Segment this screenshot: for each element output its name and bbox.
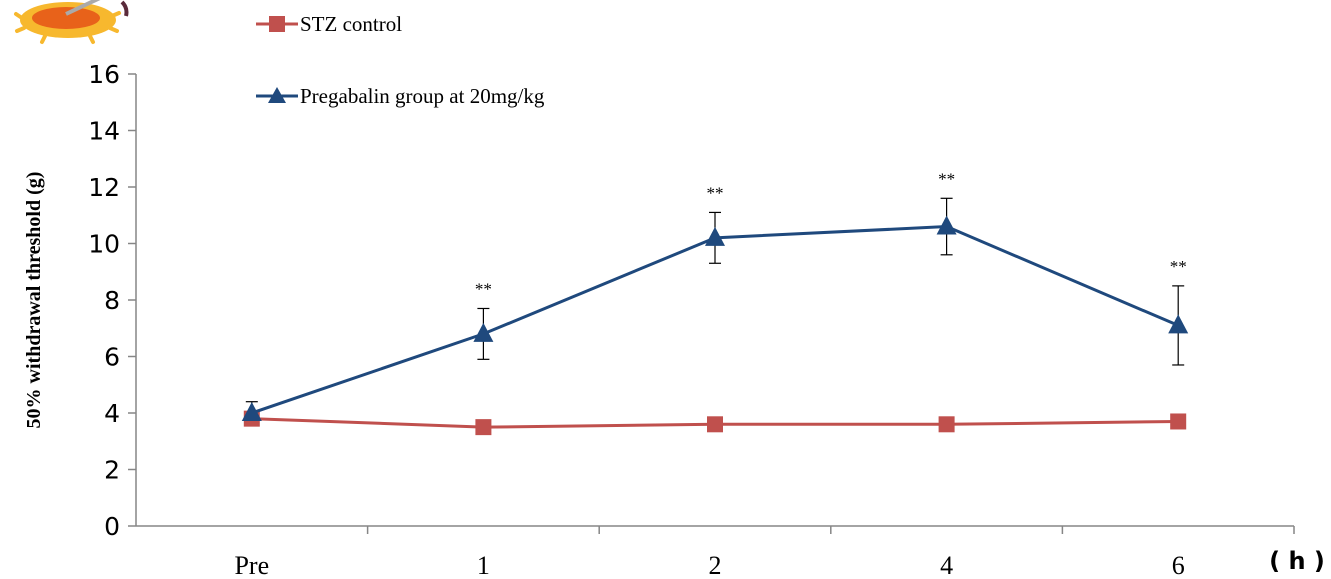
sun-cartoon-icon bbox=[14, 0, 129, 44]
y-tick-label: 16 bbox=[88, 60, 120, 89]
significance-label: ** bbox=[938, 169, 955, 188]
y-tick-label: 6 bbox=[104, 343, 120, 372]
data-point-triangle bbox=[936, 215, 957, 235]
x-tick-label: 6 bbox=[1172, 551, 1185, 579]
y-tick-label: 4 bbox=[104, 399, 120, 428]
legend-item-stz-control: STZ control bbox=[256, 12, 402, 36]
legend-label-pregabalin: Pregabalin group at 20mg/kg bbox=[300, 84, 545, 108]
y-tick-label: 12 bbox=[88, 173, 120, 202]
y-tick-label: 2 bbox=[104, 456, 120, 485]
x-tick-label: 2 bbox=[709, 551, 722, 579]
data-point-square bbox=[475, 419, 492, 436]
legend: STZ control Pregabalin group at 20mg/kg bbox=[256, 12, 545, 108]
significance-label: ** bbox=[707, 183, 724, 202]
significance-label: ** bbox=[1170, 257, 1187, 276]
x-tick-label: 4 bbox=[940, 551, 953, 579]
data-point-triangle bbox=[1168, 314, 1189, 334]
plot-area: ** ** ** ** bbox=[241, 169, 1189, 436]
y-tick-label: 8 bbox=[104, 286, 120, 315]
data-point-square bbox=[1170, 413, 1187, 430]
data-point-triangle bbox=[241, 402, 262, 421]
legend-label-stz-control: STZ control bbox=[300, 12, 402, 36]
y-tick-label: 10 bbox=[88, 230, 120, 259]
y-axis-label: 50% withdrawal threshold (g) bbox=[23, 172, 45, 429]
significance-label: ** bbox=[475, 279, 492, 298]
y-tick-label: 0 bbox=[104, 512, 120, 541]
x-tick-label: Pre bbox=[234, 551, 269, 579]
legend-triangle-marker bbox=[268, 87, 286, 103]
legend-square-marker bbox=[269, 16, 285, 32]
data-point-square bbox=[707, 416, 723, 433]
data-point-triangle bbox=[473, 322, 494, 342]
y-tick-label: 14 bbox=[88, 117, 120, 146]
y-axis: 0 2 4 6 8 10 12 14 16 bbox=[88, 60, 137, 541]
data-point-triangle bbox=[705, 226, 725, 246]
data-point-square bbox=[938, 416, 955, 433]
x-tick-label: 1 bbox=[477, 551, 490, 579]
legend-item-pregabalin: Pregabalin group at 20mg/kg bbox=[256, 84, 545, 108]
x-axis-unit-label: ( h ) bbox=[1269, 547, 1325, 575]
x-axis: Pre 1 2 4 6 bbox=[136, 525, 1295, 579]
